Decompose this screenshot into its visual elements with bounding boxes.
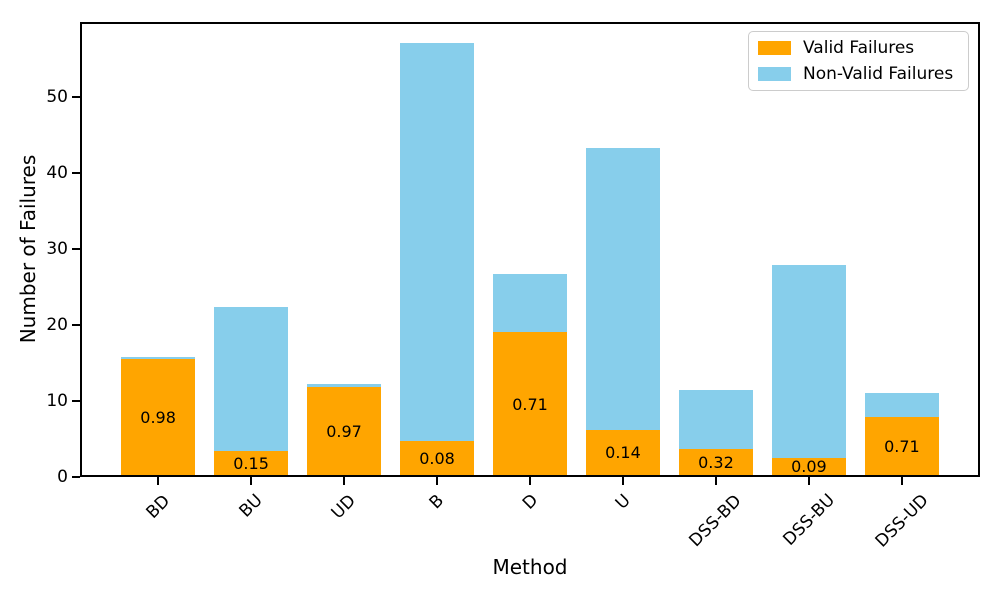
y-tick-mark: [72, 323, 80, 326]
legend-label: Non-Valid Failures: [803, 64, 954, 84]
x-axis-label: Method: [492, 555, 568, 579]
bar-segment-BD-valid: [120, 359, 196, 477]
x-tick-mark: [343, 477, 346, 485]
x-tick-mark: [621, 477, 624, 485]
x-tick-label-DSS-UD: DSS-UD: [871, 490, 933, 552]
x-tick-label-BD: BD: [142, 490, 174, 523]
x-tick-label-DSS-BD: DSS-BD: [685, 490, 746, 551]
bar-value-label: 0.71: [884, 436, 920, 456]
legend-swatch-nonvalid: [758, 67, 791, 81]
x-tick-label-DSS-BU: DSS-BU: [779, 490, 839, 551]
bar-segment-B-nonvalid: [399, 43, 475, 442]
bar-segment-UD-nonvalid: [306, 384, 382, 388]
x-tick-label-UD: UD: [327, 490, 360, 524]
bar-segment-D-nonvalid: [492, 273, 568, 333]
y-tick-mark: [72, 247, 80, 250]
x-tick-mark: [807, 477, 810, 485]
bar-segment-U-valid: [585, 429, 661, 477]
bar-segment-BU-valid: [213, 451, 289, 477]
legend: Valid Failures Non-Valid Failures: [748, 31, 969, 91]
bar-segment-DSS-UD-valid: [864, 416, 940, 477]
y-tick-mark: [72, 95, 80, 98]
bar-segment-DSS-BU-valid: [771, 457, 847, 477]
x-tick-label-B: B: [425, 490, 449, 514]
y-tick-mark: [72, 399, 80, 402]
bar-segment-BU-nonvalid: [213, 306, 289, 452]
bar-value-label: 0.15: [233, 454, 269, 474]
bar-value-label: 0.08: [419, 449, 455, 469]
bar-segment-D-valid: [492, 332, 568, 477]
legend-label: Valid Failures: [803, 38, 915, 58]
x-tick-mark: [250, 477, 253, 485]
y-tick-label-30: 30: [46, 238, 68, 259]
x-tick-mark: [157, 477, 160, 485]
y-tick-label-0: 0: [57, 467, 68, 487]
y-tick-label-10: 10: [46, 390, 68, 411]
y-axis-label: Number of Failures: [16, 154, 40, 344]
y-tick-mark: [72, 476, 80, 478]
bar-value-label: 0.71: [512, 394, 548, 414]
bar-segment-DSS-UD-nonvalid: [864, 392, 940, 417]
y-tick-label-50: 50: [46, 86, 68, 107]
bar-segment-U-nonvalid: [585, 148, 661, 430]
bar-value-label: 0.98: [140, 408, 176, 428]
y-tick-label-20: 20: [46, 314, 68, 335]
bar-value-label: 0.97: [326, 422, 362, 442]
bar-segment-DSS-BD-nonvalid: [678, 389, 754, 449]
legend-item-nonvalid: Non-Valid Failures: [758, 61, 959, 87]
x-tick-mark: [529, 477, 531, 485]
bar-segment-BD-nonvalid: [120, 356, 196, 360]
y-tick-mark: [72, 171, 80, 174]
x-tick-mark: [900, 477, 903, 485]
bar-value-label: 0.32: [698, 452, 734, 472]
x-tick-label-BU: BU: [235, 490, 267, 522]
bar-segment-UD-valid: [306, 387, 382, 477]
x-tick-label-D: D: [518, 490, 542, 515]
y-tick-label-40: 40: [46, 162, 68, 183]
bar-segment-DSS-BU-nonvalid: [771, 264, 847, 458]
bar-segment-DSS-BD-valid: [678, 448, 754, 477]
x-tick-mark: [714, 477, 717, 485]
x-tick-mark: [436, 477, 439, 485]
bar-value-label: 0.14: [605, 443, 641, 463]
x-tick-label-U: U: [611, 490, 635, 514]
bar-segment-B-valid: [399, 441, 475, 477]
legend-item-valid: Valid Failures: [758, 35, 959, 61]
bar-value-label: 0.09: [791, 457, 827, 477]
legend-swatch-valid: [758, 41, 791, 55]
